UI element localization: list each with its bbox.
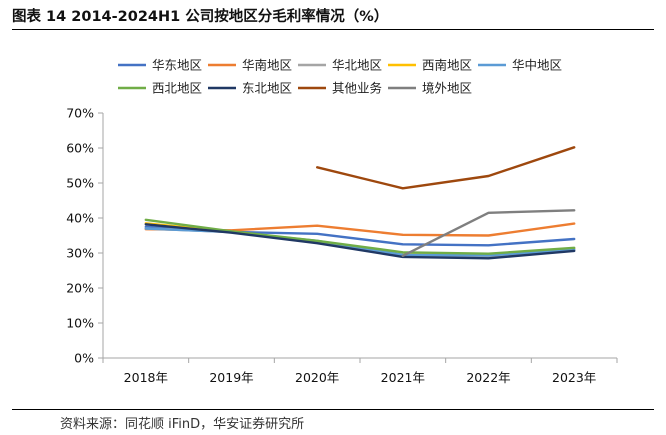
legend-label-2: 华南地区 [242,58,292,73]
series-line-8 [316,146,576,190]
legend-label-7: 东北地区 [242,81,292,96]
series-line-7 [144,223,576,260]
y-tick-label: 10% [66,316,94,331]
source-note: 资料来源：同花顺 iFinD，华安证券研究所 [60,417,305,432]
title-rule [12,29,654,30]
x-tick-label: 2020年 [295,370,339,385]
y-tick-label: 50% [66,176,94,191]
series-layer [144,146,576,260]
y-tick-label: 60% [66,141,94,156]
x-tick-label: 2021年 [381,370,425,385]
y-tick-label: 30% [66,246,94,261]
legend-label-5: 华中地区 [512,58,562,73]
legend-label-9: 境外地区 [422,81,472,96]
legend-label-1: 华东地区 [152,58,202,73]
legend-label-4: 西南地区 [422,58,472,73]
y-tick-label: 0% [74,351,94,366]
series-line-6 [144,218,576,255]
axes: 0% 10% 20% 30% 40% 50% 60% 70% 2018年 2019年 2020年 20… [66,106,618,385]
y-tick-label: 40% [66,211,94,226]
x-tick-label: 2023年 [552,370,596,385]
legend-label-8: 其他业务 [332,81,382,96]
x-tick-label: 2019年 [209,370,253,385]
legend-label-6: 西北地区 [152,81,202,96]
chart-title: 图表 14 2014-2024H1 公司按地区分毛利率情况（%） [12,9,389,25]
source-rule [12,409,654,410]
legend-label-3: 华北地区 [332,58,382,73]
y-tick-label: 70% [66,106,94,121]
y-tick-label: 20% [66,281,94,296]
x-tick-label: 2018年 [124,370,168,385]
x-tick-label: 2022年 [466,370,510,385]
series-line-9 [401,209,576,257]
